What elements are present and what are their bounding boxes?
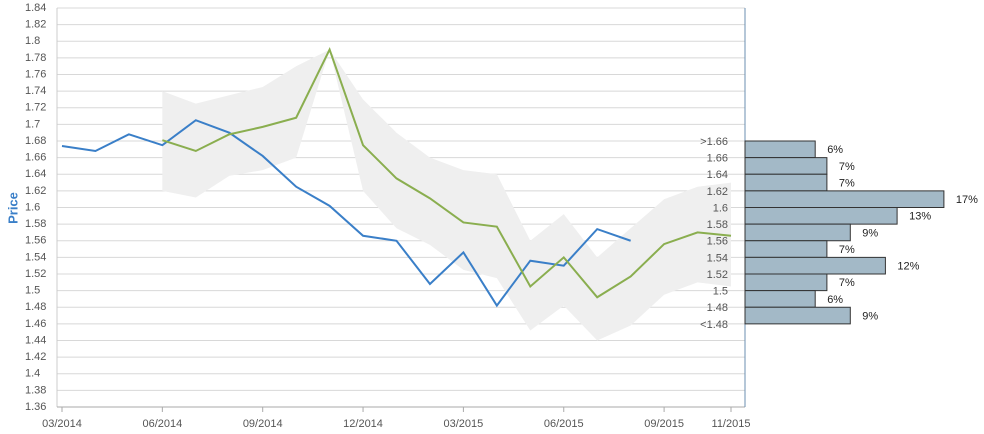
histogram-category-label: <1.48 — [700, 319, 728, 331]
histogram-bar — [744, 256, 886, 275]
y-tick-label: 1.5 — [25, 285, 40, 297]
histogram-value-label: 7% — [839, 277, 855, 289]
histogram-bar — [744, 140, 816, 159]
histogram-value-label: 17% — [956, 194, 978, 206]
y-tick-label: 1.84 — [25, 2, 46, 14]
x-tick-label: 03/2014 — [42, 418, 82, 430]
y-tick-label: 1.62 — [25, 185, 46, 197]
histogram-value-label: 7% — [839, 161, 855, 173]
histogram-category-label: >1.66 — [700, 136, 728, 148]
y-tick-label: 1.66 — [25, 152, 46, 164]
x-tick-label: 06/2015 — [544, 418, 584, 430]
histogram-bar — [744, 223, 851, 242]
y-tick-label: 1.46 — [25, 318, 46, 330]
histogram-bar — [744, 273, 828, 292]
histogram-category-label: 1.6 — [713, 202, 728, 214]
y-tick-label: 1.78 — [25, 52, 46, 64]
y-tick-label: 1.8 — [25, 35, 40, 47]
histogram-value-label: 6% — [827, 294, 843, 306]
y-tick-label: 1.76 — [25, 68, 46, 80]
histogram-category-label: 1.48 — [707, 302, 728, 314]
histogram-value-label: 12% — [897, 261, 919, 273]
histogram-bar — [744, 207, 898, 225]
histogram-category-label: 1.56 — [707, 236, 728, 248]
histogram-value-label: 9% — [862, 310, 878, 322]
y-tick-label: 1.38 — [25, 384, 46, 396]
y-tick-label: 1.6 — [25, 201, 40, 213]
x-tick-label: 09/2015 — [644, 418, 684, 430]
y-tick-label: 1.56 — [25, 235, 46, 247]
y-tick-label: 1.82 — [25, 19, 46, 31]
histogram-value-label: 7% — [839, 177, 855, 189]
histogram-category-label: 1.5 — [713, 286, 728, 298]
x-tick-label: 03/2015 — [444, 418, 484, 430]
histogram-bar — [744, 190, 945, 208]
x-tick-label: 11/2015 — [712, 418, 751, 430]
x-tick-label: 06/2014 — [142, 418, 182, 430]
y-tick-label: 1.54 — [25, 251, 46, 263]
histogram-category-label: 1.62 — [707, 186, 728, 198]
y-tick-label: 1.36 — [25, 401, 46, 413]
y-tick-label: 1.74 — [25, 85, 46, 97]
histogram-category-label: 1.64 — [707, 169, 728, 181]
histogram-bar — [744, 240, 828, 258]
range-band — [162, 49, 732, 341]
histogram-bar — [744, 306, 851, 325]
histogram-value-label: 6% — [827, 144, 843, 156]
histogram-bar — [744, 157, 828, 175]
histogram-category-label: 1.52 — [707, 269, 728, 281]
histogram-category-label: 1.54 — [707, 252, 728, 264]
histogram-bar — [744, 290, 816, 308]
histogram-value-label: 13% — [909, 211, 931, 223]
y-tick-label: 1.4 — [25, 368, 40, 380]
y-tick-label: 1.44 — [25, 334, 46, 346]
y-tick-label: 1.68 — [25, 135, 46, 147]
y-tick-label: 1.64 — [25, 168, 46, 180]
y-tick-label: 1.58 — [25, 218, 46, 230]
histogram-category-label: 1.66 — [707, 153, 728, 165]
y-tick-label: 1.42 — [25, 351, 46, 363]
x-tick-label: 09/2014 — [243, 418, 283, 430]
y-tick-label: 1.48 — [25, 301, 46, 313]
y-tick-label: 1.72 — [25, 102, 46, 114]
histogram-bar — [744, 173, 828, 192]
y-tick-label: 1.7 — [25, 118, 40, 130]
x-tick-label: 12/2014 — [343, 418, 383, 430]
y-tick-label: 1.52 — [25, 268, 46, 280]
series-line — [162, 46, 732, 299]
histogram-value-label: 7% — [839, 244, 855, 256]
histogram-category-label: 1.58 — [707, 219, 728, 231]
series-line — [61, 119, 631, 308]
y-axis-label: Price — [5, 192, 20, 224]
histogram-value-label: 9% — [862, 227, 878, 239]
